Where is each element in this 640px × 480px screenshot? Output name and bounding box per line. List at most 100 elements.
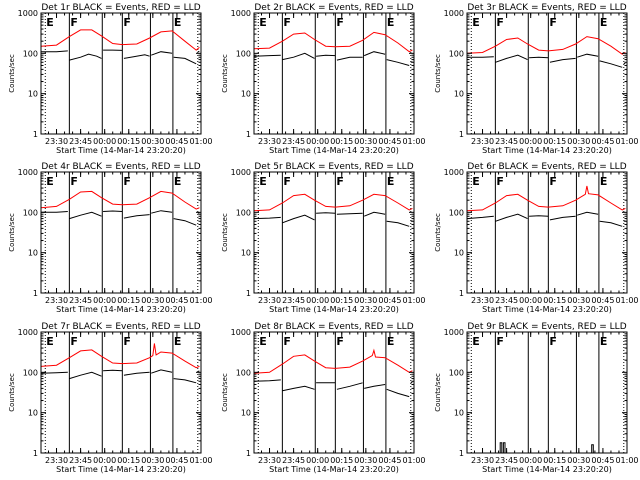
plot-frame: [253, 12, 415, 135]
x-tick-label: 01:00: [615, 456, 638, 465]
y-tick-label: 10: [28, 249, 38, 258]
x-tick-label: 00:15: [543, 296, 566, 305]
region-marker-label: F: [549, 16, 557, 29]
y-tick-label: 1000: [231, 328, 251, 337]
y-tick-label: 1: [246, 449, 251, 458]
series-line-events: [364, 211, 386, 217]
region-marker-label: E: [600, 335, 608, 348]
x-tick-label: 00:30: [354, 456, 377, 465]
x-tick-label: 00:15: [543, 456, 566, 465]
plot-frame: [466, 171, 628, 294]
y-tick-label: 100: [449, 368, 464, 377]
x-tick-label: 00:15: [330, 456, 353, 465]
panel-5: Det 5r BLACK = Events, RED = LLD E F F E 1 10 1…: [221, 162, 426, 314]
region-marker-label: F: [70, 175, 78, 188]
series-line-events: [549, 215, 576, 221]
x-tick-label: 23:45: [495, 456, 518, 465]
x-tick-label: 00:30: [354, 296, 377, 305]
y-tick-label: 1000: [18, 168, 38, 177]
x-tick-label: 23:30: [471, 296, 494, 305]
series-line-lld: [40, 29, 200, 51]
series-line-events: [410, 381, 413, 384]
region-marker-label: F: [549, 335, 557, 348]
y-tick-label: 100: [449, 49, 464, 58]
panel-1: Det 1r BLACK = Events, RED = LLD E F F E 1 10 1…: [8, 3, 213, 155]
y-tick-label: 1000: [444, 168, 464, 177]
y-axis-label: Counts/sec: [434, 373, 442, 412]
series-line-events: [173, 56, 197, 65]
x-tick-label: 23:30: [45, 296, 68, 305]
series-line-events: [499, 442, 506, 454]
series-line-lld: [466, 185, 626, 212]
y-tick-label: 1000: [444, 9, 464, 18]
region-marker-label: E: [259, 175, 267, 188]
plot-frame: [40, 12, 202, 135]
x-tick-label: 00:00: [93, 296, 116, 305]
region-marker-label: E: [472, 335, 480, 348]
x-tick-label: 00:45: [378, 456, 401, 465]
series-line-events: [386, 220, 410, 227]
region-marker-label: F: [70, 335, 78, 348]
panel-title: Det 8r BLACK = Events, RED = LLD: [254, 322, 413, 332]
y-tick-label: 1: [33, 449, 38, 458]
panel-3: Det 3r BLACK = Events, RED = LLD E F F E 1 10 1…: [434, 3, 639, 155]
series-line-events: [316, 54, 336, 57]
series-line-events: [577, 53, 599, 58]
region-marker-label: F: [283, 175, 291, 188]
x-tick-label: 01:00: [189, 296, 212, 305]
y-axis-label: Counts/sec: [8, 213, 16, 252]
y-tick-label: 100: [236, 49, 251, 58]
x-tick-label: 01:00: [402, 456, 425, 465]
region-marker-label: F: [496, 16, 504, 29]
region-marker-label: F: [336, 335, 344, 348]
y-axis-label: Counts/sec: [221, 213, 229, 252]
x-tick-label: 23:30: [258, 137, 281, 146]
region-marker-label: F: [336, 175, 344, 188]
series-line-lld: [466, 36, 626, 55]
region-marker-label: F: [123, 335, 131, 348]
series-line-events: [623, 62, 626, 65]
panel-4: Det 4r BLACK = Events, RED = LLD E F F E 1 10 1…: [8, 162, 213, 314]
region-marker-label: E: [600, 16, 608, 29]
region-marker-label: F: [70, 16, 78, 29]
series-line-events: [69, 211, 102, 220]
plot-frame: [466, 12, 628, 135]
plot-frame: [253, 171, 415, 294]
x-tick-label: 23:30: [258, 456, 281, 465]
region-marker-label: F: [336, 16, 344, 29]
x-axis-label: Start Time (14-Mar-14 23:20:20): [56, 305, 186, 314]
x-tick-label: 23:45: [282, 137, 305, 146]
region-marker-label: E: [46, 16, 54, 29]
x-axis-label: Start Time (14-Mar-14 23:20:20): [56, 465, 186, 474]
x-tick-label: 23:45: [69, 296, 92, 305]
panel-title: Det 2r BLACK = Events, RED = LLD: [254, 3, 413, 13]
x-tick-label: 00:00: [306, 456, 329, 465]
x-tick-label: 23:30: [258, 296, 281, 305]
y-tick-label: 10: [454, 90, 464, 99]
panel-title: Det 4r BLACK = Events, RED = LLD: [41, 162, 200, 172]
series-line-events: [336, 56, 363, 61]
panel-title: Det 9r BLACK = Events, RED = LLD: [467, 322, 626, 332]
region-marker-label: E: [472, 16, 480, 29]
region-marker-label: E: [387, 175, 395, 188]
series-line-events: [316, 212, 336, 214]
y-tick-label: 1: [33, 289, 38, 298]
panel-title: Det 1r BLACK = Events, RED = LLD: [41, 3, 200, 13]
series-line-lld: [40, 190, 200, 210]
y-axis-label: Counts/sec: [221, 54, 229, 93]
region-marker-label: E: [174, 16, 182, 29]
region-marker-label: E: [387, 16, 395, 29]
series-line-events: [173, 218, 197, 226]
plot-frame: [253, 331, 415, 454]
series-line-events: [495, 54, 528, 63]
x-tick-label: 23:45: [495, 137, 518, 146]
y-tick-label: 1: [246, 289, 251, 298]
x-axis-label: Start Time (14-Mar-14 23:20:20): [269, 305, 399, 314]
x-tick-label: 23:45: [495, 296, 518, 305]
y-axis-label: Counts/sec: [8, 54, 16, 93]
y-tick-label: 100: [236, 368, 251, 377]
x-tick-label: 00:45: [378, 137, 401, 146]
series-line-events: [466, 215, 494, 220]
region-marker-label: E: [259, 335, 267, 348]
